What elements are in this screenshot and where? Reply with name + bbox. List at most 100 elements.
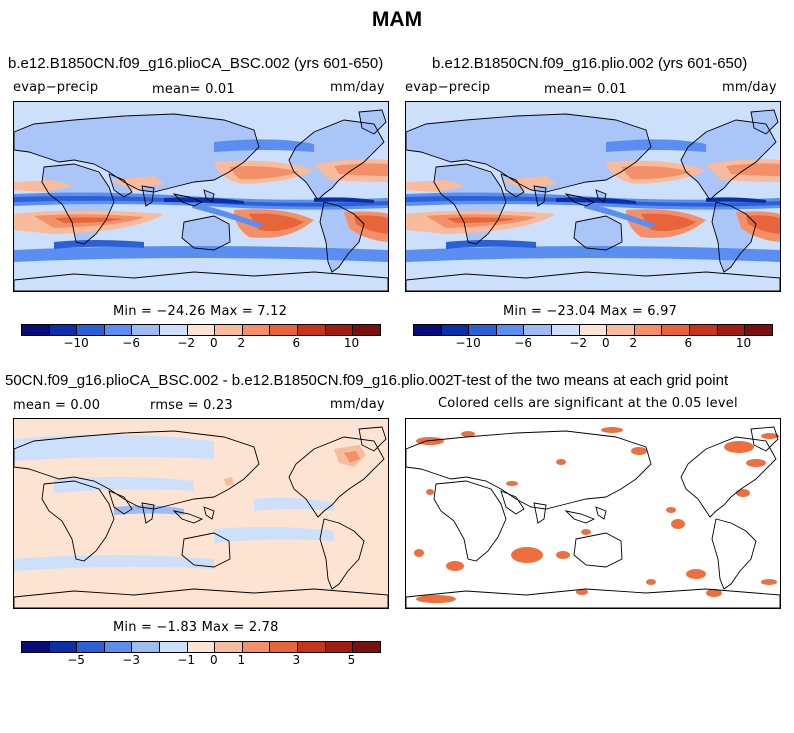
colorbar-tick-label: 2 — [629, 336, 638, 350]
coastline — [533, 502, 547, 524]
colorbar-tick-label: 3 — [292, 653, 301, 667]
colorbar-swatch — [22, 325, 50, 335]
panel2-stats: Min = −23.04 Max = 6.97 — [503, 304, 678, 319]
panel3-map — [13, 418, 389, 609]
colorbar-swatch — [49, 642, 78, 652]
colorbar-swatch — [242, 642, 271, 652]
colorbar-swatch — [242, 325, 271, 335]
coastline — [406, 588, 780, 608]
colorbar-swatch — [160, 642, 188, 652]
colorbar-swatch — [524, 325, 553, 335]
colorbar-swatch — [353, 325, 380, 335]
colorbar-swatch — [104, 325, 133, 335]
panel3-rmse-label: rmse = 0.23 — [150, 398, 233, 413]
coastline — [141, 502, 155, 524]
coastline — [564, 193, 596, 207]
panel3-mean-label: mean = 0.00 — [13, 398, 101, 413]
colorbar-tick-label: 10 — [343, 336, 360, 350]
colorbar-tick-label: 10 — [735, 336, 752, 350]
coastline — [14, 588, 388, 608]
coastline — [750, 426, 779, 452]
coastline — [181, 532, 231, 568]
colorbar-swatch — [187, 642, 216, 652]
coastline — [711, 201, 757, 273]
colorbar-swatch — [104, 642, 133, 652]
coastline — [750, 109, 779, 135]
coastline — [358, 426, 387, 452]
colorbar-tick-label: 0 — [601, 336, 610, 350]
colorbar-tick-label: 1 — [237, 653, 246, 667]
colorbar-swatch — [353, 642, 380, 652]
colorbar-tick-label: 6 — [684, 336, 693, 350]
coastline — [288, 436, 385, 518]
panel2-colorbar-ticks: −10 −6 −2 0 2 6 10 — [413, 336, 773, 352]
colorbar-tick-label: 5 — [347, 653, 356, 667]
coastline — [711, 518, 757, 590]
coastline — [203, 189, 215, 203]
colorbar-swatch — [579, 325, 608, 335]
coastline — [680, 436, 777, 518]
panel2-mean-label: mean= 0.01 — [544, 82, 627, 97]
coastline — [14, 430, 260, 510]
coastline — [358, 109, 387, 135]
panel4-subtitle: Colored cells are significant at the 0.0… — [438, 396, 738, 411]
colorbar-swatch — [607, 325, 635, 335]
colorbar-swatch — [22, 642, 50, 652]
colorbar-tick-label: −2 — [177, 336, 196, 350]
panel1-map — [13, 101, 389, 292]
coastline — [172, 193, 204, 207]
colorbar-swatch — [496, 325, 525, 335]
coastline — [288, 119, 385, 201]
coastline — [564, 510, 596, 524]
coastline — [14, 271, 388, 291]
coastline — [433, 480, 507, 562]
panel2-variable-label: evap−precip — [405, 80, 491, 95]
colorbar-swatch — [717, 325, 746, 335]
coastline — [319, 518, 365, 590]
panel1-mean-label: mean= 0.01 — [152, 82, 235, 97]
colorbar-swatch — [77, 325, 105, 335]
coastline — [172, 510, 204, 524]
panel1-colorbar-ticks: −10 −6 −2 0 2 6 10 — [21, 336, 381, 352]
coastline — [406, 271, 780, 291]
colorbar-swatch — [469, 325, 497, 335]
colorbar-swatch — [132, 642, 161, 652]
colorbar-swatch — [215, 642, 243, 652]
panel4-map — [405, 418, 781, 609]
colorbar-swatch — [298, 325, 326, 335]
colorbar-tick-label: −1 — [177, 653, 196, 667]
colorbar-swatch — [414, 325, 442, 335]
colorbar-tick-label: −3 — [122, 653, 140, 667]
colorbar-swatch — [77, 642, 105, 652]
coastline — [108, 173, 133, 198]
colorbar-swatch — [160, 325, 188, 335]
coastline — [108, 490, 133, 515]
coastline — [203, 506, 215, 520]
colorbar-tick-label: −2 — [569, 336, 588, 350]
colorbar-tick-label: 2 — [237, 336, 246, 350]
coastline — [14, 113, 260, 193]
coastline — [181, 215, 231, 251]
colorbar-tick-label: −10 — [63, 336, 89, 350]
coastline — [573, 215, 623, 251]
panel1-variable-label: evap−precip — [13, 80, 99, 95]
colorbar-tick-label: −6 — [514, 336, 532, 350]
panel4-title: T-test of the two means at each grid poi… — [453, 372, 729, 389]
panel2-units-label: mm/day — [722, 80, 777, 95]
panel2-map — [405, 101, 781, 292]
coastline — [595, 189, 607, 203]
coastline — [41, 163, 115, 245]
coastline — [680, 119, 777, 201]
coastline — [500, 173, 525, 198]
panel1-colorbar — [21, 324, 381, 336]
colorbar-tick-label: 0 — [209, 653, 218, 667]
colorbar-swatch — [745, 325, 772, 335]
coastline — [319, 201, 365, 273]
colorbar-swatch — [325, 642, 354, 652]
coastline — [500, 490, 525, 515]
panel3-stats: Min = −1.83 Max = 2.78 — [113, 620, 279, 635]
colorbar-swatch — [132, 325, 161, 335]
coastline — [41, 480, 115, 562]
panel2-colorbar — [413, 324, 773, 336]
colorbar-swatch — [325, 325, 354, 335]
